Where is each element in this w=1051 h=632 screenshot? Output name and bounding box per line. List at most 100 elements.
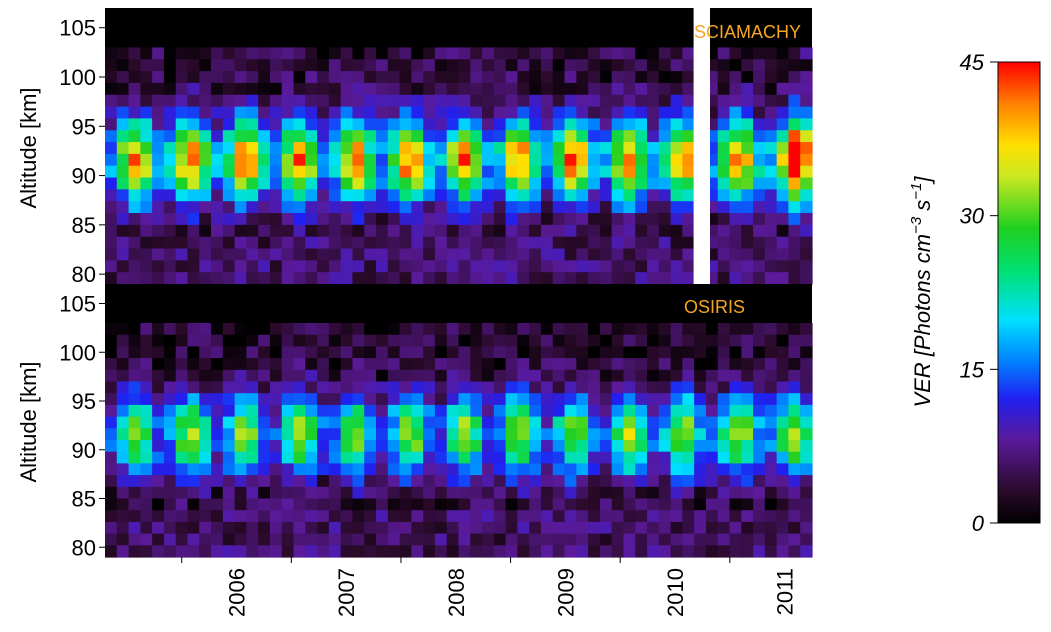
- heatmap-cell: [446, 346, 460, 359]
- heatmap-cell: [529, 440, 542, 453]
- heatmap-cell: [623, 59, 636, 72]
- heatmap-cell: [540, 213, 554, 226]
- heatmap-cell: [552, 224, 566, 238]
- heatmap-cell: [493, 260, 507, 273]
- heatmap-cell: [647, 510, 660, 523]
- heatmap-cell: [328, 177, 342, 190]
- heatmap-cell: [163, 521, 177, 535]
- heatmap-cell: [376, 440, 389, 453]
- heatmap-cell: [788, 71, 801, 84]
- heatmap-cell: [116, 82, 130, 96]
- heatmap-cell: [635, 323, 648, 336]
- heatmap-cell: [187, 393, 200, 406]
- heatmap-cell: [623, 260, 636, 273]
- heatmap-cell: [222, 106, 236, 119]
- heatmap-cell: [163, 236, 177, 250]
- heatmap-cell: [234, 498, 247, 511]
- heatmap-cell: [482, 393, 495, 406]
- heatmap-cell: [599, 369, 613, 383]
- heatmap-cell: [305, 346, 318, 359]
- heatmap-cell: [258, 189, 271, 202]
- heatmap-cell: [788, 94, 801, 108]
- heatmap-cell: [446, 201, 460, 214]
- heatmap-cell: [552, 118, 566, 131]
- heatmap-cell: [753, 130, 766, 143]
- heatmap-cell: [258, 346, 271, 359]
- heatmap-cell: [611, 369, 625, 383]
- heatmap-cell: [105, 236, 118, 250]
- heatmap-cell: [635, 486, 648, 500]
- heatmap-cell: [623, 201, 636, 214]
- heatmap-cell: [116, 153, 130, 167]
- heatmap-cell: [635, 71, 648, 84]
- heatmap-cell: [670, 521, 683, 535]
- heatmap-cell: [269, 463, 283, 476]
- heatmap-cell: [246, 323, 259, 336]
- heatmap-cell: [776, 248, 790, 261]
- heatmap-cell: [105, 393, 118, 406]
- heatmap-cell: [717, 358, 731, 371]
- heatmap-cell: [576, 59, 589, 72]
- heatmap-cell: [705, 510, 719, 523]
- heatmap-cell: [694, 369, 707, 383]
- heatmap-cell: [328, 369, 342, 383]
- heatmap-cell: [658, 153, 672, 167]
- heatmap-cell: [458, 224, 471, 238]
- heatmap-cell: [163, 94, 177, 108]
- heatmap-cell: [788, 59, 801, 72]
- heatmap-cell: [482, 153, 495, 167]
- heatmap-cell: [564, 533, 577, 546]
- heatmap-cell: [658, 248, 672, 261]
- heatmap-cell: [753, 165, 766, 179]
- heatmap-cell: [564, 201, 577, 214]
- heatmap-cell: [434, 260, 448, 273]
- heatmap-cell: [623, 130, 636, 143]
- heatmap-cell: [635, 463, 648, 476]
- heatmap-cell: [517, 106, 530, 119]
- heatmap-cell: [623, 224, 636, 238]
- heatmap-cell: [152, 521, 165, 535]
- heatmap-cell: [364, 358, 377, 371]
- heatmap-cell: [434, 346, 448, 359]
- heatmap-cell: [399, 248, 412, 261]
- heatmap-cell: [128, 47, 141, 60]
- heatmap-cell: [788, 153, 801, 167]
- heatmap-cell: [717, 189, 731, 202]
- heatmap-cell: [340, 142, 354, 155]
- heatmap-cell: [670, 334, 683, 347]
- heatmap-cell: [340, 369, 354, 383]
- heatmap-cell: [152, 236, 165, 250]
- heatmap-cell: [140, 71, 153, 84]
- heatmap-cell: [128, 142, 141, 155]
- heatmap-cell: [741, 201, 754, 214]
- heatmap-cell: [800, 82, 813, 96]
- heatmap-cell: [694, 521, 707, 535]
- heatmap-cell: [552, 323, 566, 336]
- heatmap-cell: [741, 533, 754, 546]
- heatmap-cell: [163, 260, 177, 273]
- heatmap-cell: [328, 189, 342, 202]
- heatmap-cell: [387, 153, 401, 167]
- heatmap-cell: [635, 153, 648, 167]
- heatmap-cell: [187, 153, 200, 167]
- heatmap-cell: [529, 118, 542, 131]
- heatmap-cell: [246, 463, 259, 476]
- heatmap-cell: [399, 510, 412, 523]
- heatmap-cell: [128, 428, 141, 441]
- heatmap-cell: [411, 189, 424, 202]
- heatmap-cell: [246, 130, 259, 143]
- heatmap-cell: [152, 272, 165, 285]
- heatmap-cell: [588, 404, 601, 418]
- heatmap-cell: [246, 346, 259, 359]
- heatmap-cell: [517, 346, 530, 359]
- heatmap-cell: [352, 463, 365, 476]
- heatmap-cell: [764, 224, 778, 238]
- heatmap-cell: [682, 224, 695, 238]
- heatmap-cell: [670, 533, 683, 546]
- heatmap-cell: [647, 475, 660, 488]
- osiris-panel-label: OSIRIS: [684, 297, 745, 317]
- heatmap-cell: [729, 82, 742, 96]
- heatmap-cell: [529, 59, 542, 72]
- heatmap-cell: [352, 533, 365, 546]
- heatmap-cell: [729, 358, 742, 371]
